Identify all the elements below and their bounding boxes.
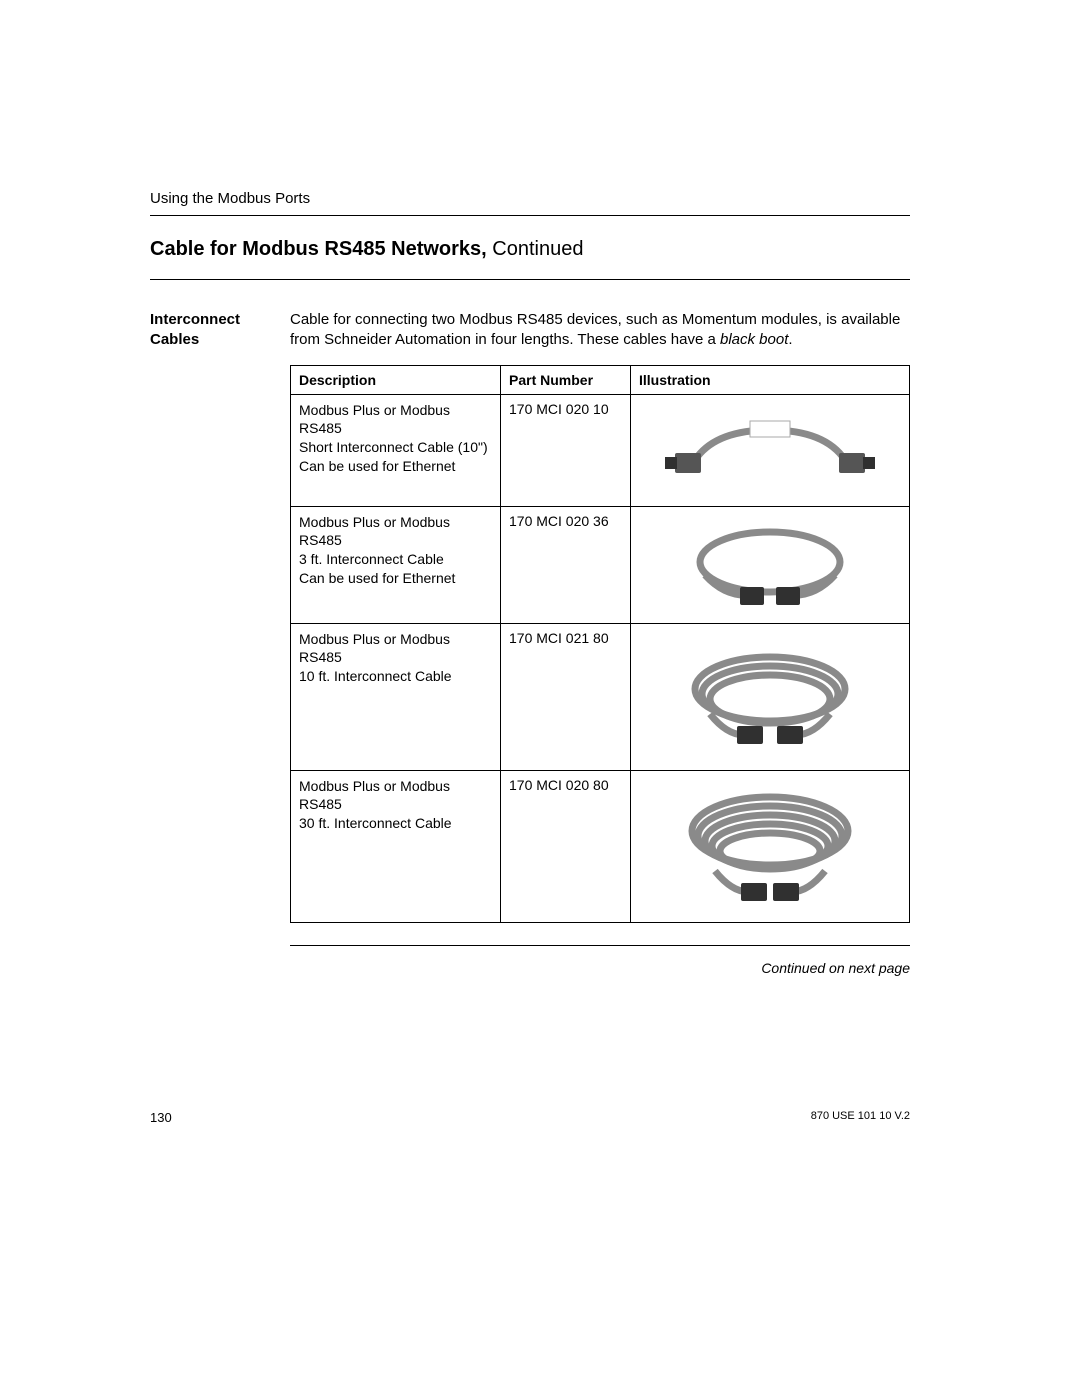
th-description: Description bbox=[291, 365, 501, 394]
th-illustration: Illustration bbox=[631, 365, 910, 394]
page-footer: 130 870 USE 101 10 V.2 bbox=[150, 1110, 910, 1125]
desc-line: Modbus Plus or Modbus RS485 bbox=[299, 513, 492, 551]
desc-line: Can be used for Ethernet bbox=[299, 457, 492, 476]
table-row: Modbus Plus or Modbus RS485 3 ft. Interc… bbox=[291, 506, 910, 623]
cable-short-icon bbox=[655, 405, 885, 500]
intro-paragraph: Cable for connecting two Modbus RS485 de… bbox=[290, 310, 910, 351]
cell-part-number: 170 MCI 020 36 bbox=[501, 506, 631, 623]
side-label: Interconnect Cables bbox=[150, 310, 290, 976]
cell-part-number: 170 MCI 020 10 bbox=[501, 394, 631, 506]
th-part-number: Part Number bbox=[501, 365, 631, 394]
header-rule bbox=[150, 215, 910, 216]
cable-coil-medium-icon bbox=[655, 634, 885, 764]
content-row: Interconnect Cables Cable for connecting… bbox=[150, 310, 910, 976]
cell-illustration bbox=[631, 623, 910, 770]
desc-line: 3 ft. Interconnect Cable bbox=[299, 550, 492, 569]
cable-table: Description Part Number Illustration Mod… bbox=[290, 365, 910, 923]
section-title: Cable for Modbus RS485 Networks, Continu… bbox=[150, 238, 910, 261]
table-row: Modbus Plus or Modbus RS485 Short Interc… bbox=[291, 394, 910, 506]
table-row: Modbus Plus or Modbus RS485 30 ft. Inter… bbox=[291, 770, 910, 922]
desc-line: Modbus Plus or Modbus RS485 bbox=[299, 630, 492, 668]
cell-part-number: 170 MCI 021 80 bbox=[501, 623, 631, 770]
section-end-rule bbox=[290, 945, 910, 946]
cable-coil-large-icon bbox=[655, 781, 885, 916]
side-label-line1: Interconnect bbox=[150, 311, 240, 328]
cell-description: Modbus Plus or Modbus RS485 3 ft. Interc… bbox=[291, 506, 501, 623]
intro-end: . bbox=[788, 331, 792, 348]
cell-illustration bbox=[631, 394, 910, 506]
desc-line: Modbus Plus or Modbus RS485 bbox=[299, 401, 492, 439]
intro-italic: black boot bbox=[720, 331, 788, 348]
desc-line: Can be used for Ethernet bbox=[299, 569, 492, 588]
side-label-line2: Cables bbox=[150, 331, 199, 348]
desc-line: Short Interconnect Cable (10") bbox=[299, 438, 492, 457]
continued-note: Continued on next page bbox=[290, 960, 910, 976]
section-title-rest: Continued bbox=[487, 238, 584, 260]
cell-illustration bbox=[631, 506, 910, 623]
page-content: Using the Modbus Ports Cable for Modbus … bbox=[150, 190, 910, 976]
table-header-row: Description Part Number Illustration bbox=[291, 365, 910, 394]
section-title-bold: Cable for Modbus RS485 Networks, bbox=[150, 238, 487, 260]
running-header: Using the Modbus Ports bbox=[150, 190, 910, 207]
cell-illustration bbox=[631, 770, 910, 922]
desc-line: 10 ft. Interconnect Cable bbox=[299, 667, 492, 686]
cell-description: Modbus Plus or Modbus RS485 Short Interc… bbox=[291, 394, 501, 506]
desc-line: 30 ft. Interconnect Cable bbox=[299, 814, 492, 833]
page-number: 130 bbox=[150, 1110, 172, 1125]
table-row: Modbus Plus or Modbus RS485 10 ft. Inter… bbox=[291, 623, 910, 770]
desc-line: Modbus Plus or Modbus RS485 bbox=[299, 777, 492, 815]
cell-part-number: 170 MCI 020 80 bbox=[501, 770, 631, 922]
main-column: Cable for connecting two Modbus RS485 de… bbox=[290, 310, 910, 976]
cable-loop-icon bbox=[655, 517, 885, 617]
cell-description: Modbus Plus or Modbus RS485 30 ft. Inter… bbox=[291, 770, 501, 922]
cell-description: Modbus Plus or Modbus RS485 10 ft. Inter… bbox=[291, 623, 501, 770]
intro-text: Cable for connecting two Modbus RS485 de… bbox=[290, 311, 900, 348]
doc-reference: 870 USE 101 10 V.2 bbox=[811, 1110, 910, 1125]
title-rule bbox=[150, 279, 910, 280]
